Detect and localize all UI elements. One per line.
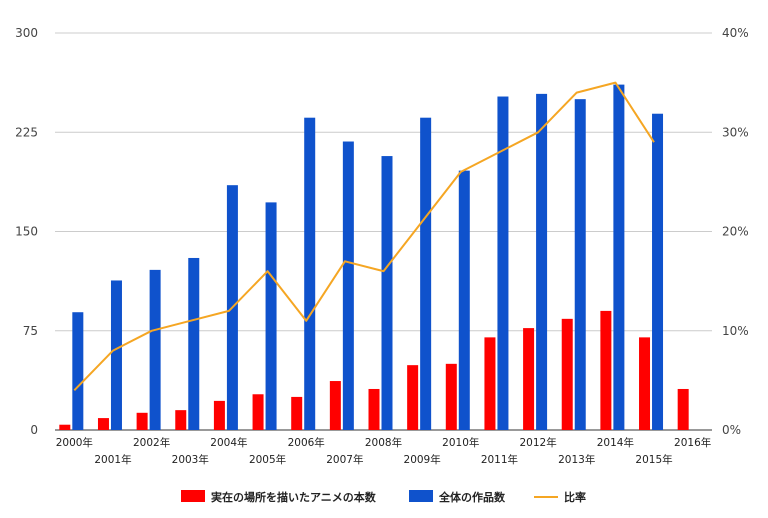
y-tick-right: 30%	[722, 125, 749, 139]
x-tick-label: 2007年	[326, 453, 363, 466]
y-tick-left: 225	[15, 125, 38, 139]
legend-swatch-located-anime	[181, 490, 205, 502]
ratio-line	[73, 81, 655, 391]
bar-total-works	[304, 117, 316, 431]
y-tick-left: 75	[23, 324, 38, 338]
x-tick-label: 2003年	[172, 453, 209, 466]
bar-total-works	[420, 117, 432, 431]
bar-located-anime	[175, 410, 187, 430]
bar-total-works	[652, 113, 664, 431]
bar-total-works	[574, 99, 586, 431]
bar-total-works	[149, 269, 161, 430]
x-tick-label: 2002年	[133, 436, 170, 449]
x-tick-label: 2000年	[56, 436, 93, 449]
x-tick-label: 2013年	[558, 453, 595, 466]
y-tick-left: 300	[15, 26, 38, 40]
legend-label-total-works: 全体の作品数	[438, 490, 506, 504]
y-tick-left: 0	[30, 423, 38, 437]
bar-located-anime	[213, 400, 225, 430]
bar-total-works	[110, 280, 122, 430]
bar-total-works	[613, 84, 625, 431]
bar-located-anime	[561, 318, 573, 430]
bar-located-anime	[600, 310, 612, 430]
bar-located-anime	[407, 365, 419, 430]
bar-located-anime	[677, 388, 689, 430]
bar-located-anime	[291, 396, 303, 430]
bar-total-works	[458, 170, 470, 431]
bar-total-works	[188, 257, 200, 430]
y-tick-right: 40%	[722, 26, 749, 40]
y-tick-right: 20%	[722, 225, 749, 239]
x-tick-label: 2011年	[481, 453, 518, 466]
x-tick-label: 2006年	[288, 436, 325, 449]
bar-total-works	[381, 156, 393, 430]
bar-total-works	[536, 93, 548, 430]
x-tick-label: 2012年	[519, 436, 556, 449]
x-tick-label: 2009年	[404, 453, 441, 466]
x-tick-label: 2001年	[94, 453, 131, 466]
legend-swatch-total-works	[409, 490, 433, 502]
bar-located-anime	[523, 328, 535, 430]
x-tick-label: 2010年	[442, 436, 479, 449]
bar-located-anime	[368, 388, 380, 430]
x-tick-label: 2015年	[635, 453, 672, 466]
x-tick-label: 2004年	[210, 436, 247, 449]
legend-label-ratio: 比率	[564, 490, 586, 504]
x-tick-label: 2005年	[249, 453, 286, 466]
bar-total-works	[497, 96, 509, 431]
bar-located-anime	[136, 412, 148, 430]
x-tick-label: 2008年	[365, 436, 402, 449]
bar-total-works	[342, 141, 354, 430]
y-tick-right: 0%	[722, 423, 741, 437]
bar-located-anime	[329, 381, 341, 430]
bar-located-anime	[59, 424, 71, 430]
bar-located-anime	[639, 337, 651, 430]
legend-label-located-anime: 実在の場所を描いたアニメの本数	[211, 490, 377, 504]
bar-located-anime	[252, 394, 264, 430]
y-tick-left: 150	[15, 225, 38, 239]
x-tick-label: 2014年	[597, 436, 634, 449]
bar-total-works	[72, 312, 84, 430]
bar-total-works	[265, 202, 277, 430]
x-tick-label: 2016年	[674, 436, 711, 449]
bar-located-anime	[445, 363, 457, 430]
bar-located-anime	[484, 337, 496, 430]
y-tick-right: 10%	[722, 324, 749, 338]
bar-located-anime	[97, 418, 109, 430]
